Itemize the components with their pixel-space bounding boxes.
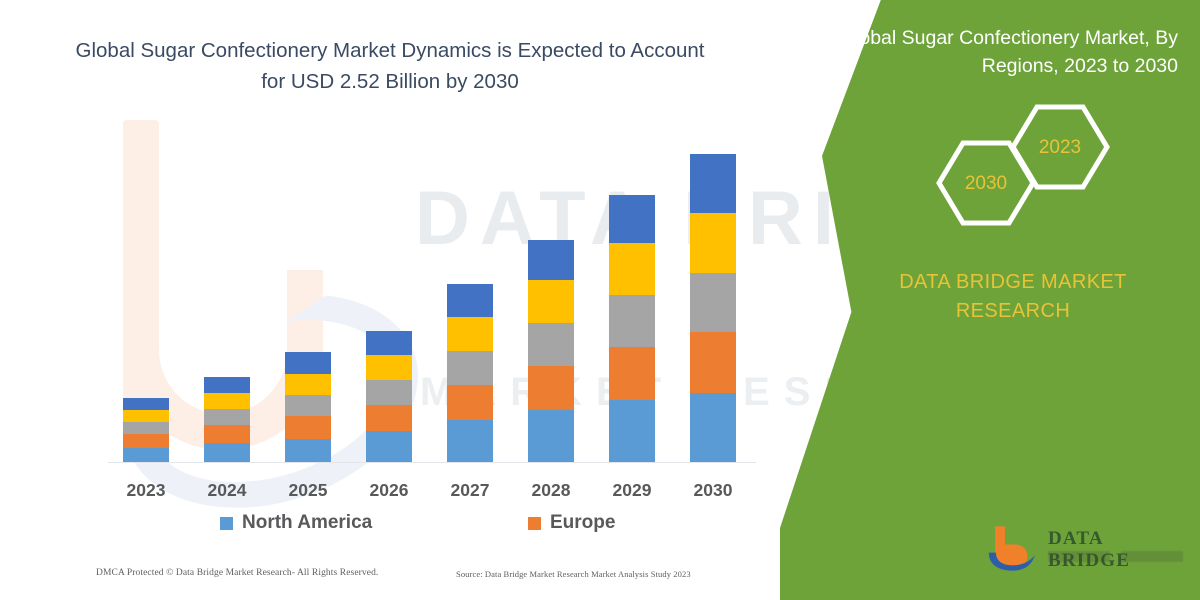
logo-subtitle — [1048, 551, 1183, 562]
x-axis-label-2028: 2028 — [531, 480, 571, 500]
x-axis-label-2026: 2026 — [369, 480, 409, 500]
data-bridge-logo[interactable]: DATA BRIDGE — [986, 520, 1186, 578]
x-axis-label-2024: 2024 — [207, 480, 247, 500]
bar-segment-asia-pacific — [204, 409, 250, 425]
bar-segment-north-america — [528, 410, 574, 462]
x-axis-line — [108, 462, 756, 463]
x-axis-label-2023: 2023 — [126, 480, 166, 500]
x-axis-label-2030: 2030 — [693, 480, 733, 500]
bar-2024[interactable] — [204, 377, 250, 462]
bar-segment-middle-east-africa — [609, 195, 655, 243]
bar-segment-middle-east-africa — [285, 352, 331, 374]
bar-segment-south-america — [123, 410, 169, 422]
bar-segment-europe — [204, 425, 250, 443]
panel-title: Global Sugar Confectionery Market, By Re… — [839, 27, 1178, 78]
hexagon-icon — [936, 140, 1036, 226]
bar-segment-middle-east-africa — [204, 377, 250, 393]
bar-segment-middle-east-africa — [690, 154, 736, 213]
bar-segment-asia-pacific — [609, 295, 655, 347]
legend-swatch-europe — [528, 516, 541, 530]
bar-2025[interactable] — [285, 352, 331, 462]
bar-segment-asia-pacific — [366, 380, 412, 405]
right-green-panel — [780, 0, 1200, 600]
x-axis-label-2025: 2025 — [288, 480, 328, 500]
bar-segment-north-america — [285, 439, 331, 462]
legend-item-north-america[interactable]: North America — [220, 512, 372, 534]
legend-label-europe: Europe — [550, 512, 616, 533]
hexagon-label-2030: 2030 — [964, 173, 1008, 194]
bar-segment-asia-pacific — [690, 273, 736, 332]
bar-segment-north-america — [609, 400, 655, 462]
source-note: Source: Data Bridge Market Research Mark… — [456, 569, 691, 579]
bar-2028[interactable] — [528, 240, 574, 462]
bar-2029[interactable] — [609, 195, 655, 462]
bar-segment-middle-east-africa — [123, 398, 169, 410]
bar-2027[interactable] — [447, 284, 493, 462]
bar-segment-south-america — [366, 355, 412, 380]
bar-segment-south-america — [447, 317, 493, 351]
dmca-notice: DMCA Protected © Data Bridge Market Rese… — [96, 568, 379, 578]
hexagon-icon — [1010, 104, 1110, 190]
hexagon-label-2023: 2023 — [1038, 137, 1082, 158]
bar-segment-europe — [690, 332, 736, 393]
page-title: Global Sugar Confectionery Market Dynami… — [75, 39, 705, 93]
bar-segment-asia-pacific — [528, 323, 574, 366]
bar-segment-europe — [123, 434, 169, 448]
bar-segment-south-america — [285, 374, 331, 395]
bar-2026[interactable] — [366, 331, 412, 462]
bar-segment-asia-pacific — [123, 422, 169, 434]
bar-segment-south-america — [609, 243, 655, 295]
x-axis-label-2029: 2029 — [612, 480, 652, 500]
chart-legend: North America Europe — [108, 508, 708, 540]
bar-segment-europe — [285, 416, 331, 439]
stacked-bar-chart: 2023 2024 2025 2026 2027 2028 2029 2030 North A… — [108, 154, 756, 540]
logo-mark-icon — [988, 526, 1035, 571]
logo-text: DATA BRIDGE — [1048, 528, 1129, 571]
bar-segment-north-america — [123, 448, 169, 462]
bar-segment-middle-east-africa — [447, 284, 493, 317]
bar-segment-south-america — [528, 280, 574, 323]
legend-swatch-north-america — [220, 516, 233, 530]
bar-segment-north-america — [366, 431, 412, 462]
bar-2030[interactable] — [690, 154, 736, 462]
bar-segment-north-america — [447, 420, 493, 462]
bar-segment-south-america — [204, 393, 250, 409]
x-axis-label-2027: 2027 — [450, 480, 490, 500]
bar-segment-europe — [609, 347, 655, 400]
hexagon-badges: 2030 2023 — [932, 104, 1112, 226]
bar-segment-europe — [447, 385, 493, 420]
bar-segment-asia-pacific — [285, 395, 331, 416]
bar-segment-north-america — [204, 443, 250, 462]
legend-item-europe[interactable]: Europe — [528, 512, 615, 534]
bar-2023[interactable] — [123, 398, 169, 462]
bar-segment-south-america — [690, 213, 736, 273]
bar-segment-europe — [528, 366, 574, 410]
legend-label-north-america: North America — [242, 512, 373, 533]
bar-segment-north-america — [690, 393, 736, 462]
bar-segment-middle-east-africa — [366, 331, 412, 355]
brand-name: DATA BRIDGE MARKET RESEARCH — [899, 271, 1127, 322]
bar-segment-europe — [366, 405, 412, 431]
bar-segment-asia-pacific — [447, 351, 493, 385]
bar-segment-middle-east-africa — [528, 240, 574, 280]
